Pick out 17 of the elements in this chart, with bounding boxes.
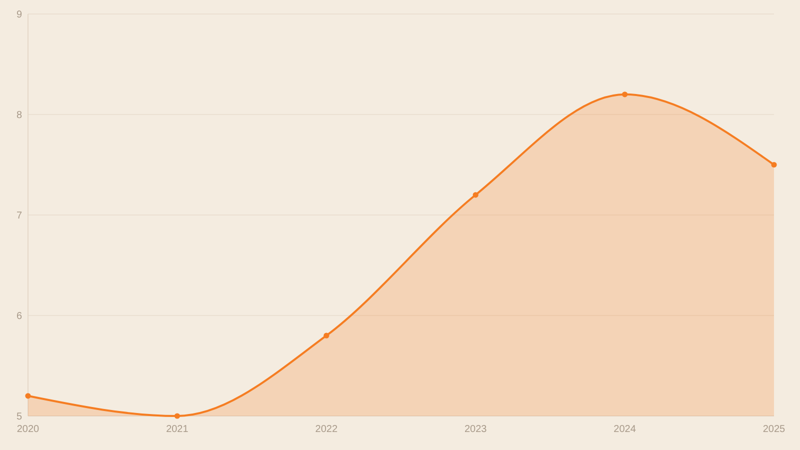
x-tick-label: 2023 xyxy=(464,424,488,435)
x-tick-label: 2024 xyxy=(614,424,636,435)
point xyxy=(622,92,628,98)
y-tick-label: 8 xyxy=(16,110,22,121)
point xyxy=(472,192,478,198)
point xyxy=(771,162,777,168)
point xyxy=(25,393,31,399)
x-tick-label: 2021 xyxy=(166,424,189,435)
y-tick-label: 9 xyxy=(16,10,22,20)
x-tick-label: 2022 xyxy=(315,424,338,435)
y-tick-label: 7 xyxy=(16,210,22,222)
x-tick-label: 2025 xyxy=(762,424,786,435)
y-tick-label: 6 xyxy=(16,311,22,322)
point xyxy=(324,332,330,338)
y-tick-label: 5 xyxy=(16,412,22,422)
point xyxy=(174,413,180,419)
x-tick-label: 2020 xyxy=(16,424,40,435)
